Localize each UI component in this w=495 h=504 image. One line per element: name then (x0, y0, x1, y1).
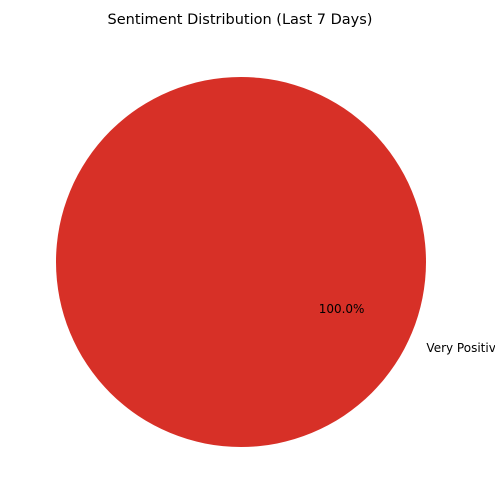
pie-slices (56, 77, 426, 447)
pie-percent-label: 100.0% (319, 302, 365, 316)
pie-labels: 100.0% Very Positive (319, 302, 495, 355)
pie-slice (56, 77, 426, 447)
chart-title: Sentiment Distribution (Last 7 Days) (108, 12, 373, 28)
pie-category-label: Very Positive (426, 341, 495, 355)
